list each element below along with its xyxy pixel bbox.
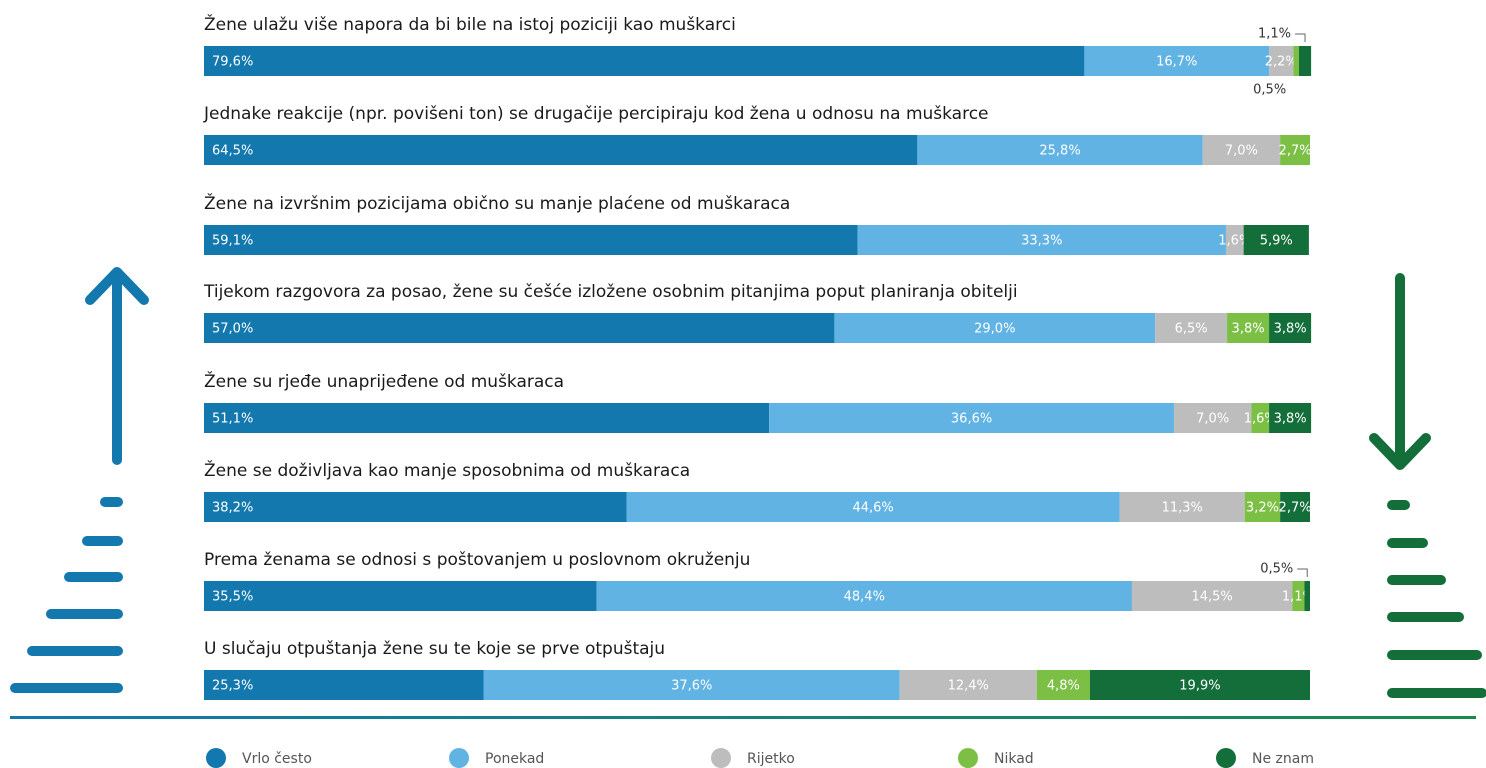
value-label: 33,3%: [1021, 234, 1062, 249]
bar-segment: [204, 403, 770, 433]
legend-label: Rijetko: [747, 751, 795, 767]
value-label: 29,0%: [974, 322, 1015, 337]
bar-segment: [626, 492, 1120, 522]
bar-segment: [1251, 403, 1270, 433]
bar-segment: [1269, 403, 1312, 433]
bar-segment: [1280, 492, 1310, 522]
bar-segment: [1155, 313, 1228, 343]
bar-segment: [1225, 225, 1244, 255]
bar-segment: [483, 670, 900, 700]
bar-segment: [1243, 225, 1309, 255]
value-label: 3,2%: [1246, 501, 1279, 516]
value-label: 57,0%: [212, 322, 253, 337]
value-label: 3,8%: [1232, 322, 1265, 337]
legend-swatch: [1216, 748, 1236, 768]
category-label: Jednake reakcije (npr. povišeni ton) se …: [203, 104, 989, 124]
value-label: 2,7%: [1279, 144, 1312, 159]
value-label: 12,4%: [948, 679, 989, 694]
bar-segment: [1089, 670, 1310, 700]
decor-right: [1369, 273, 1486, 698]
value-label: 36,6%: [951, 412, 992, 427]
category-label: Žene ulažu više napora da bi bile na ist…: [204, 13, 736, 35]
value-label: 2,2%: [1265, 55, 1298, 70]
bar-segment: [1084, 46, 1270, 76]
value-label: 51,1%: [212, 412, 253, 427]
value-label: 25,3%: [212, 679, 253, 694]
bar-segment: [204, 670, 484, 700]
bar-segment: [1293, 46, 1299, 76]
leader-line: [1297, 568, 1308, 577]
value-label: 3,8%: [1274, 412, 1307, 427]
legend-swatch: [206, 748, 226, 768]
value-label: 5,9%: [1260, 234, 1293, 249]
value-label: 0,5%: [1260, 562, 1293, 577]
value-label: 3,8%: [1274, 322, 1307, 337]
decor-left: [10, 267, 149, 693]
category-label: Prema ženama se odnosi s poštovanjem u p…: [204, 550, 750, 570]
value-label: 1,6%: [1244, 412, 1277, 427]
legend-swatch: [449, 748, 469, 768]
bar-segment: [917, 135, 1203, 165]
legend-label: Ne znam: [1252, 751, 1314, 767]
category-label: Žene su rjeđe unaprijeđene od muškaraca: [204, 370, 564, 392]
value-label: 37,6%: [671, 679, 712, 694]
bar-segment: [1227, 313, 1270, 343]
value-label: 14,5%: [1191, 590, 1232, 605]
legend-label: Vrlo često: [242, 751, 312, 767]
category-label: Tijekom razgovora za posao, žene su češć…: [203, 282, 1018, 302]
bar-segment: [1292, 581, 1305, 611]
bar-segment: [1298, 46, 1312, 76]
bar-segment: [204, 46, 1085, 76]
bar-segment: [204, 581, 597, 611]
bar-segment: [1269, 313, 1312, 343]
category-label: U slučaju otpuštanja žene su te koje se …: [204, 639, 665, 659]
bar-segment: [596, 581, 1132, 611]
legend-label: Ponekad: [485, 751, 544, 767]
value-label: 7,0%: [1225, 144, 1258, 159]
bar-segment: [769, 403, 1174, 433]
value-label: 4,8%: [1047, 679, 1080, 694]
category-label: Žene se doživljava kao manje sposobnima …: [204, 459, 690, 481]
value-label: 59,1%: [212, 234, 253, 249]
bar-segment: [204, 135, 918, 165]
bar-segment: [1202, 135, 1281, 165]
value-label: 35,5%: [212, 590, 253, 605]
bar-segment: [1304, 581, 1310, 611]
bar-segment: [834, 313, 1156, 343]
bar-segment: [899, 670, 1037, 700]
bar-segment: [1131, 581, 1293, 611]
divider: [10, 716, 1476, 719]
value-label: 0,5%: [1253, 83, 1286, 98]
value-label: 1,6%: [1218, 234, 1251, 249]
bar-segment: [1173, 403, 1252, 433]
bar-segment: [1119, 492, 1245, 522]
value-label: 48,4%: [844, 590, 885, 605]
legend-label: Nikad: [994, 751, 1034, 767]
bar-segment: [857, 225, 1226, 255]
bar-segment: [1244, 492, 1281, 522]
bar-segment: [1280, 135, 1310, 165]
value-label: 64,5%: [212, 144, 253, 159]
value-label: 25,8%: [1039, 144, 1080, 159]
bar-segment: [204, 225, 858, 255]
category-label: Žene na izvršnim pozicijama obično su ma…: [204, 192, 790, 214]
value-label: 38,2%: [212, 501, 253, 516]
bar-segment: [204, 313, 835, 343]
bar-segment: [204, 492, 627, 522]
value-label: 79,6%: [212, 55, 253, 70]
legend-swatch: [711, 748, 731, 768]
value-label: 1,1%: [1258, 27, 1291, 42]
value-label: 19,9%: [1179, 679, 1220, 694]
value-label: 2,7%: [1279, 501, 1312, 516]
leader-line: [1295, 33, 1306, 42]
value-label: 7,0%: [1196, 412, 1229, 427]
bar-segment: [1269, 46, 1294, 76]
value-label: 16,7%: [1156, 55, 1197, 70]
value-label: 44,6%: [852, 501, 893, 516]
bar-segment: [1036, 670, 1090, 700]
value-label: 6,5%: [1175, 322, 1208, 337]
value-label: 11,3%: [1162, 501, 1203, 516]
legend-swatch: [958, 748, 978, 768]
